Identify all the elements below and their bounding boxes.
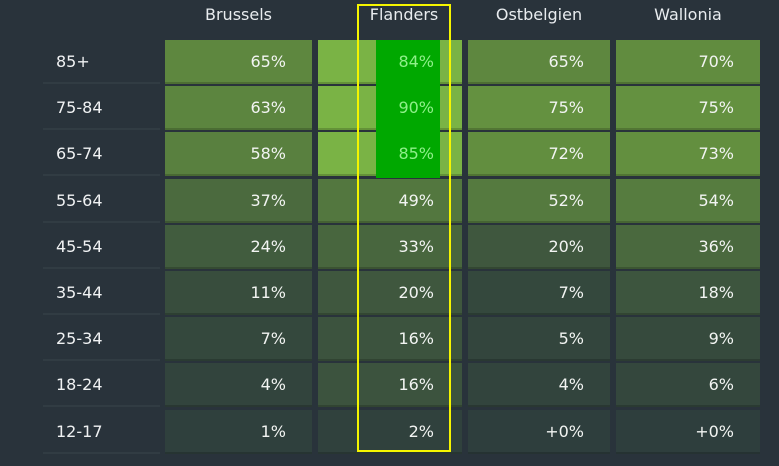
value-cell-ostbelgien: 7% xyxy=(468,271,610,315)
value-cell-wallonia: 73% xyxy=(616,132,760,177)
value-cell-ostbelgien: 4% xyxy=(468,363,610,408)
value-cell-ostbelgien: +0% xyxy=(468,409,610,454)
cell-value: 65% xyxy=(548,52,584,71)
cell-value: 11% xyxy=(250,283,286,302)
value-cell-ostbelgien: 20% xyxy=(468,224,610,269)
cell-value: 84% xyxy=(398,52,434,71)
value-cell-ostbelgien: 52% xyxy=(468,178,610,223)
value-cell-brussels: 1% xyxy=(165,409,312,454)
cell-value: 1% xyxy=(260,421,286,441)
cell-value: 70% xyxy=(698,52,734,71)
cell-value: 73% xyxy=(698,144,734,164)
value-cell-wallonia: 70% xyxy=(616,40,760,84)
value-cell-flanders: 85% xyxy=(318,132,462,179)
value-cell-flanders: 20% xyxy=(318,271,462,315)
cell-value: 4% xyxy=(260,375,286,395)
column-header-row: Brussels Flanders Ostbelgien Wallonia xyxy=(0,0,779,36)
value-cell-wallonia: 6% xyxy=(616,363,760,408)
age-group-label: 45-54 xyxy=(43,224,160,269)
value-cell-flanders: 84% xyxy=(318,40,462,86)
cell-value: 65% xyxy=(250,52,286,71)
value-cell-ostbelgien: 75% xyxy=(468,86,610,131)
column-header-flanders[interactable]: Flanders xyxy=(369,5,439,24)
age-group-label: 12-17 xyxy=(43,409,160,454)
table-row: 18-24 4% 16% 4% 6% xyxy=(43,363,760,409)
age-group-label: 25-34 xyxy=(43,317,160,362)
cell-value: 72% xyxy=(548,144,584,164)
cell-value: 20% xyxy=(548,236,584,256)
value-cell-ostbelgien: 72% xyxy=(468,132,610,177)
cell-value: 6% xyxy=(708,375,734,395)
column-header-brussels[interactable]: Brussels xyxy=(205,5,272,24)
value-cell-flanders: 90% xyxy=(318,86,462,133)
value-cell-brussels: 63% xyxy=(165,86,312,131)
cell-value: 33% xyxy=(398,236,434,256)
cell-value: 52% xyxy=(548,190,584,210)
value-cell-wallonia: +0% xyxy=(616,409,760,454)
cell-value: 75% xyxy=(548,98,584,118)
cell-value: 90% xyxy=(398,98,434,118)
column-header-wallonia[interactable]: Wallonia xyxy=(654,5,722,24)
cell-value: 63% xyxy=(250,98,286,118)
cell-value: 20% xyxy=(398,283,434,302)
value-cell-flanders: 16% xyxy=(318,363,462,408)
value-cell-brussels: 7% xyxy=(165,317,312,362)
value-cell-flanders: 33% xyxy=(318,224,462,269)
value-cell-brussels: 4% xyxy=(165,363,312,408)
age-group-label: 55-64 xyxy=(43,178,160,223)
value-cell-brussels: 58% xyxy=(165,132,312,177)
cell-value: +0% xyxy=(695,421,734,441)
value-cell-flanders: 49% xyxy=(318,178,462,223)
age-group-label: 75-84 xyxy=(43,86,160,131)
value-cell-ostbelgien: 65% xyxy=(468,40,610,84)
cell-value: 75% xyxy=(698,98,734,118)
cell-value: 18% xyxy=(698,283,734,302)
table-row: 65-74 58% 85% 72% 73% xyxy=(43,132,760,179)
highlight-bar xyxy=(376,40,440,86)
cell-value: 37% xyxy=(250,190,286,210)
value-cell-brussels: 65% xyxy=(165,40,312,84)
highlight-bar xyxy=(376,132,440,179)
cell-value: +0% xyxy=(545,421,584,441)
highlight-bar xyxy=(376,86,440,133)
table-row: 85+ 65% 84% 65% 70% xyxy=(43,40,760,86)
cell-value: 16% xyxy=(398,329,434,349)
cell-value: 36% xyxy=(698,236,734,256)
value-cell-wallonia: 54% xyxy=(616,178,760,223)
cell-value: 54% xyxy=(698,190,734,210)
age-group-label: 18-24 xyxy=(43,363,160,408)
table-row: 12-17 1% 2% +0% +0% xyxy=(43,409,760,456)
cell-value: 9% xyxy=(708,329,734,349)
cell-value: 4% xyxy=(558,375,584,395)
cell-value: 7% xyxy=(558,283,584,302)
value-cell-brussels: 11% xyxy=(165,271,312,315)
cell-value: 5% xyxy=(558,329,584,349)
value-cell-brussels: 37% xyxy=(165,178,312,223)
cell-value: 58% xyxy=(250,144,286,164)
cell-value: 16% xyxy=(398,375,434,395)
cell-value: 85% xyxy=(398,144,434,164)
age-group-label: 65-74 xyxy=(43,132,160,177)
table-row: 55-64 37% 49% 52% 54% xyxy=(43,178,760,225)
value-cell-wallonia: 75% xyxy=(616,86,760,131)
table-row: 75-84 63% 90% 75% 75% xyxy=(43,86,760,133)
value-cell-flanders: 16% xyxy=(318,317,462,362)
value-cell-ostbelgien: 5% xyxy=(468,317,610,362)
value-cell-wallonia: 36% xyxy=(616,224,760,269)
column-header-ostbelgien[interactable]: Ostbelgien xyxy=(495,5,583,24)
value-cell-wallonia: 18% xyxy=(616,271,760,315)
table-row: 25-34 7% 16% 5% 9% xyxy=(43,317,760,363)
cell-value: 7% xyxy=(260,329,286,349)
age-group-label: 85+ xyxy=(43,40,160,84)
value-cell-flanders: 2% xyxy=(318,409,462,454)
cell-value: 49% xyxy=(398,190,434,210)
value-cell-wallonia: 9% xyxy=(616,317,760,362)
table-row: 45-54 24% 33% 20% 36% xyxy=(43,224,760,271)
cell-value: 2% xyxy=(408,421,434,441)
cell-value: 24% xyxy=(250,236,286,256)
age-group-label: 35-44 xyxy=(43,271,160,315)
table-row: 35-44 11% 20% 7% 18% xyxy=(43,271,760,317)
value-cell-brussels: 24% xyxy=(165,224,312,269)
